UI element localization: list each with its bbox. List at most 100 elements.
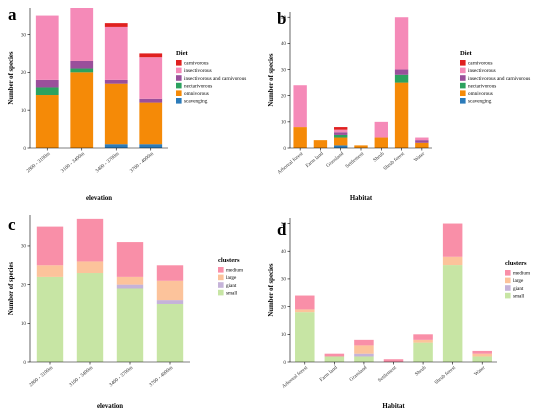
panel-label-b: b	[277, 9, 286, 28]
y-tick-label: 0	[283, 146, 286, 152]
bar-segment-insectivorous-and-carnivorous	[104, 79, 128, 84]
y-tick-label: 50	[281, 221, 287, 227]
bar-segment-large	[116, 276, 144, 285]
x-tick-label: 2800 - 3100m	[28, 365, 54, 388]
bar-segment-insectivorous-and-carnivorous	[35, 79, 59, 88]
panel-label-d: d	[277, 220, 287, 239]
legend-label: insectivorous	[184, 68, 212, 74]
y-axis-title: Number of species	[268, 53, 275, 106]
bar-segment-omnivorous	[415, 142, 429, 148]
legend-label: insectivorous and carnivorous	[468, 76, 530, 82]
bar-segment-scavenging	[334, 145, 348, 148]
bar-segment-medium	[156, 265, 184, 281]
x-tick-label: Shrub	[414, 365, 428, 378]
bar-segment-insectivorous	[415, 137, 429, 141]
legend-swatch	[176, 75, 182, 81]
bar-segment-large	[295, 309, 315, 313]
legend-label: giant	[513, 286, 524, 292]
chart-panel-b: 0 10 20 30 40 50 Arboreal forest Farm land Grass…	[268, 12, 530, 202]
legend-swatch	[505, 285, 511, 291]
bar-segment-medium	[442, 223, 463, 257]
legend-label: omnivorous	[468, 91, 493, 97]
x-tick-label: Shrub forest	[433, 364, 457, 386]
legend-label: nectarivorous	[468, 83, 496, 89]
legend-title: clusters	[218, 257, 240, 264]
y-tick-label: 10	[21, 108, 27, 114]
bar-segment-small	[295, 312, 315, 362]
bar-segment-insectivorous	[35, 15, 59, 80]
bar-segment-omnivorous	[139, 102, 163, 145]
x-tick-label: Water	[473, 365, 486, 378]
bar-segment-omnivorous	[374, 137, 388, 148]
legend-swatch	[218, 282, 224, 288]
y-tick-label: 40	[281, 249, 287, 255]
y-tick-label: 30	[281, 67, 287, 73]
bar-segment-omnivorous	[313, 140, 328, 148]
bar-segment-omnivorous	[104, 83, 128, 145]
x-tick-label: 3100 - 3400m	[60, 151, 86, 174]
x-axis-title: Habitat	[382, 403, 405, 410]
bar-segment-scavenging	[139, 144, 163, 148]
x-tick-label: 3400 - 3700m	[108, 365, 134, 388]
panel-label-c: c	[8, 215, 16, 234]
legend-swatch	[176, 82, 182, 89]
y-tick-label: 30	[281, 277, 287, 283]
bar-segment-medium	[324, 353, 345, 357]
bar-segment-medium	[76, 218, 104, 262]
x-tick-label: Farm land	[305, 151, 325, 169]
legend-swatch	[176, 98, 182, 104]
bar-segment-insectivorous-and-carnivorous	[394, 69, 409, 75]
x-tick-label: 2800 - 3100m	[25, 151, 51, 174]
bar-segment-scavenging	[104, 144, 128, 148]
y-tick-label: 30	[21, 244, 27, 250]
legend-swatch	[460, 82, 466, 89]
bar-segment-small	[354, 356, 374, 362]
bar-segment-nectarivorous	[334, 134, 348, 138]
bar-segment-omnivorous	[394, 82, 409, 148]
y-tick-label: 20	[21, 282, 27, 288]
legend-label: scavenging	[468, 99, 492, 105]
bar-segment-large	[156, 280, 184, 301]
x-tick-label: Settlement	[344, 151, 365, 170]
y-tick-label: 20	[21, 70, 27, 76]
y-tick-label: 10	[281, 120, 287, 126]
bar-segment-giant	[354, 353, 374, 357]
legend-label: small	[226, 290, 238, 296]
bar-segment-medium	[354, 339, 374, 346]
bar-segment-medium	[36, 226, 64, 266]
legend-label: medium	[513, 271, 530, 277]
x-tick-label: 3100 - 3400m	[68, 365, 94, 388]
bar-segment-nectarivorous	[70, 68, 94, 73]
bar-segment-medium	[413, 334, 433, 340]
x-tick-label: 3700 - 4000m	[148, 365, 174, 388]
x-tick-label: Shrub	[372, 151, 386, 164]
legend-label: large	[226, 275, 237, 281]
legend-label: carnivorous	[468, 61, 493, 67]
legend-swatch	[460, 75, 466, 81]
x-tick-label: 3700 - 4000m	[129, 151, 155, 174]
bar-segment-omnivorous	[35, 95, 59, 148]
legend-swatch	[218, 267, 224, 273]
bar-segment-insectivorous-and-carnivorous	[415, 140, 429, 143]
y-axis-title: Number of species	[8, 51, 15, 104]
x-tick-label: Farm land	[319, 365, 339, 383]
legend-swatch	[176, 90, 182, 96]
bar-segment-giant	[156, 300, 184, 304]
bar-segment-large	[472, 353, 492, 357]
bar-segment-small	[36, 276, 64, 362]
y-tick-label: 30	[21, 32, 27, 38]
legend-swatch	[218, 274, 224, 281]
chart-panel-c: 0 10 20 30 2800 - 3100m 3100 - 3400m 3400 - 37…	[8, 215, 243, 410]
legend-label: small	[513, 293, 525, 299]
bar-segment-carnivorous	[334, 127, 348, 130]
y-axis-title: Number of species	[268, 263, 275, 316]
legend-swatch	[176, 60, 182, 66]
bar-segment-insectivorous-and-carnivorous	[139, 98, 163, 103]
bar-segment-carnivorous	[104, 23, 128, 27]
x-tick-label: Grassland	[348, 365, 368, 383]
bar-segment-large	[36, 265, 64, 277]
